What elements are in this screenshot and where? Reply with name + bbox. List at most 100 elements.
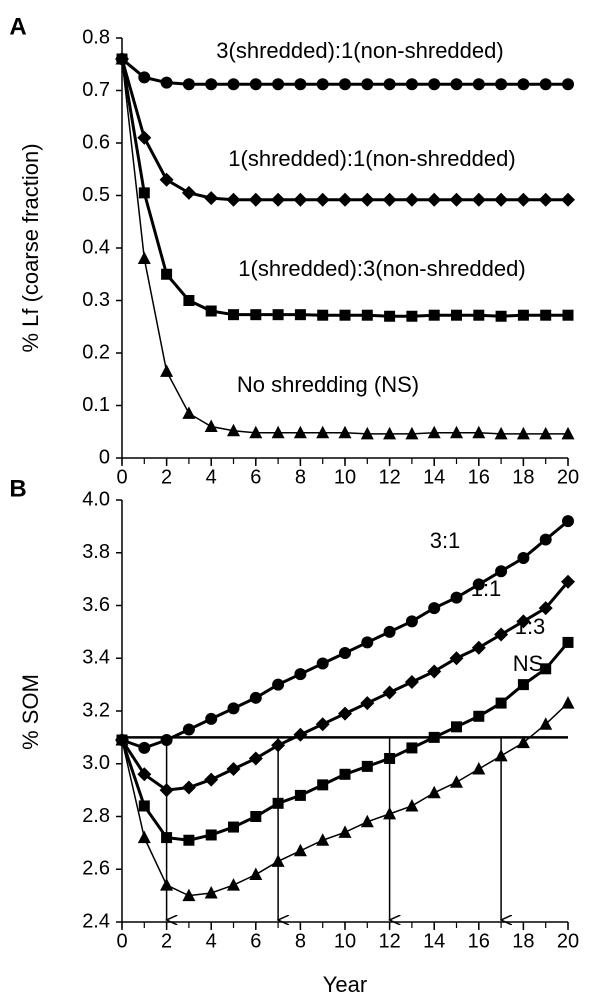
series-label: 3(shredded):1(non-shredded) [216,38,503,63]
marker [204,885,218,899]
marker [495,697,507,709]
marker [315,192,330,207]
marker [294,668,307,681]
marker [539,426,553,440]
marker [159,783,174,798]
marker [428,78,441,91]
marker [384,310,396,322]
x-tick-label: 8 [295,930,306,952]
y-tick-label: 0 [99,446,110,468]
marker [161,832,173,844]
marker [449,192,464,207]
series-label: No shredding (NS) [237,372,419,397]
marker [472,578,485,591]
marker [227,78,240,91]
marker [249,425,263,439]
marker [138,800,150,812]
marker [561,426,575,440]
marker [137,251,151,264]
x-tick-label: 0 [116,466,127,488]
marker [205,712,218,725]
marker [115,52,129,65]
marker [494,627,509,642]
marker [404,192,419,207]
marker [271,192,286,207]
x-tick-label: 18 [512,466,534,488]
y-tick-label: 0.1 [82,394,110,416]
marker [227,702,240,715]
marker [406,310,418,322]
marker [137,130,152,145]
marker [360,696,375,711]
y-tick-label: 0.3 [82,289,110,311]
marker [138,741,151,754]
marker [517,679,529,691]
marker [561,696,575,709]
marker [517,78,530,91]
marker [449,651,464,666]
marker [115,733,129,746]
y-tick-label: 2.8 [82,805,110,827]
y-tick-label: 0.4 [82,236,110,258]
marker [339,78,351,91]
x-tick-label: 4 [206,930,217,952]
marker [451,721,462,733]
marker [517,309,529,321]
marker [137,767,152,782]
marker [317,779,329,791]
y-tick-label: 3.6 [82,594,110,616]
marker [249,867,263,881]
x-tick-label: 6 [250,930,261,952]
marker [160,878,174,891]
marker [294,309,306,321]
marker [138,71,151,84]
x-tick-label: 2 [161,466,172,488]
marker [338,706,352,721]
marker [316,78,329,91]
marker [562,309,574,321]
marker [182,78,195,91]
marker [450,591,463,604]
y-tick-label: 0.2 [82,341,110,363]
marker [494,748,508,762]
marker [272,678,285,691]
x-tick-label: 16 [468,930,490,952]
x-tick-label: 12 [378,930,400,952]
marker [472,78,485,91]
marker [272,309,284,321]
marker [226,192,241,207]
x-tick-label: 14 [423,930,445,952]
x-tick-label: 10 [334,930,356,952]
marker [361,78,374,91]
marker [516,735,530,749]
marker [293,727,308,742]
marker [338,825,352,838]
x-tick-label: 20 [557,930,579,952]
series-label: 1(shredded):3(non-shredded) [238,256,525,281]
marker [472,425,486,439]
x-tick-label: 16 [468,466,490,488]
marker [250,309,262,321]
marker [382,685,397,700]
marker [562,78,574,91]
x-tick-label: 8 [295,466,306,488]
marker [428,731,440,743]
marker [204,419,218,432]
marker [404,674,419,689]
marker [472,762,486,775]
y-tick-label: 2.4 [82,910,110,932]
x-tick-label: 12 [378,466,400,488]
marker [226,762,241,777]
y-axis-label: % SOM [18,674,43,750]
marker [204,191,219,206]
marker [516,614,531,629]
series-label: 1:1 [471,576,502,601]
y-tick-label: 0.8 [82,26,110,48]
marker [427,785,441,799]
x-tick-label: 18 [512,930,534,952]
marker [405,78,418,91]
marker [383,78,396,91]
marker [271,738,286,753]
y-tick-label: 0.7 [82,79,110,101]
